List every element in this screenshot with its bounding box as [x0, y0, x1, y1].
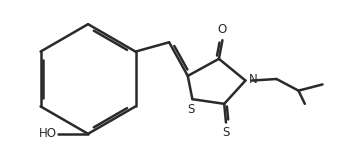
Text: O: O: [218, 23, 227, 36]
Text: HO: HO: [39, 127, 57, 140]
Text: S: S: [188, 103, 195, 116]
Text: S: S: [222, 126, 230, 139]
Text: N: N: [248, 73, 257, 86]
